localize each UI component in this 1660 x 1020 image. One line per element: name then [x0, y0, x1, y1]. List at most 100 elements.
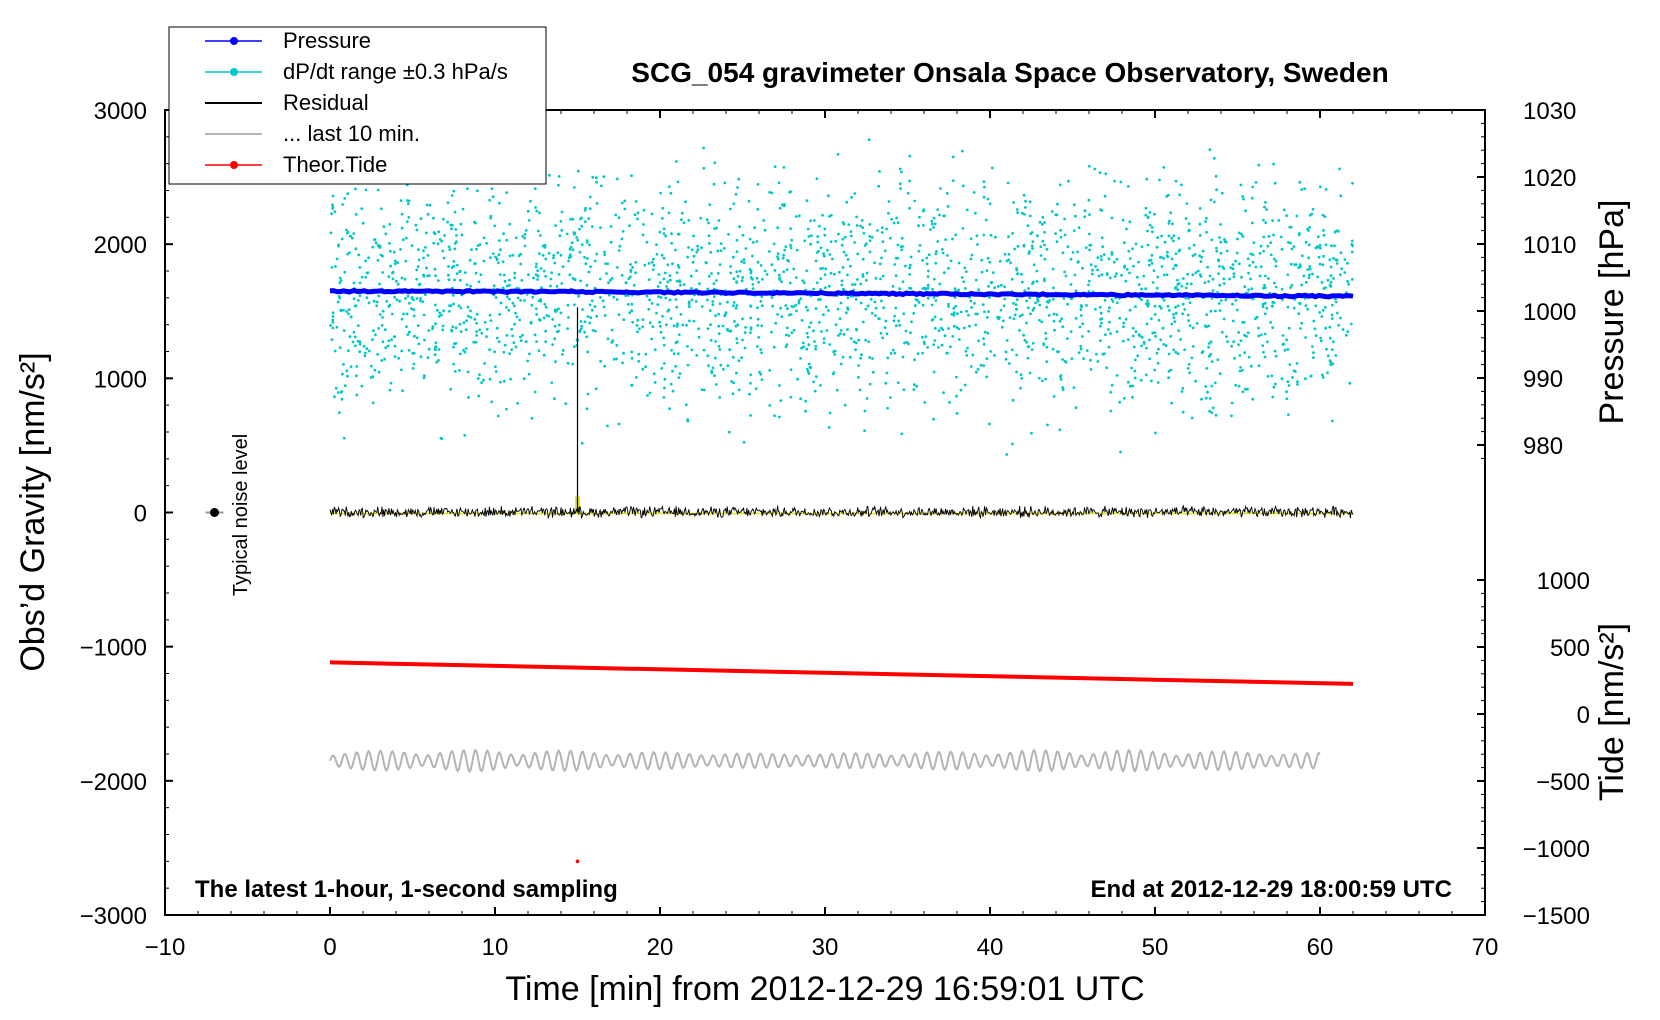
- dpdt-point: [1167, 376, 1170, 380]
- dpdt-point: [862, 231, 866, 235]
- dpdt-point: [1126, 338, 1130, 341]
- dpdt-point: [358, 266, 362, 269]
- dpdt-point: [561, 353, 564, 356]
- dpdt-point: [636, 318, 640, 322]
- dpdt-point: [550, 381, 554, 384]
- dpdt-point: [1079, 308, 1083, 312]
- dpdt-point: [656, 285, 660, 288]
- dpdt-point: [822, 252, 825, 256]
- dpdt-point: [909, 331, 912, 335]
- dpdt-point: [682, 221, 686, 225]
- dpdt-point: [603, 253, 607, 257]
- dpdt-point: [1188, 246, 1191, 250]
- dpdt-point: [1213, 200, 1216, 204]
- dpdt-point: [696, 248, 700, 252]
- dpdt-point: [744, 247, 748, 250]
- dpdt-point: [1147, 263, 1151, 267]
- dpdt-point: [731, 255, 735, 259]
- dpdt-point: [893, 351, 897, 355]
- dpdt-point: [1318, 243, 1322, 247]
- dpdt-point: [685, 323, 688, 327]
- dpdt-point: [985, 316, 989, 319]
- dpdt-point: [488, 198, 492, 202]
- dpdt-point: [519, 262, 523, 266]
- y-tick-label: −2000: [80, 769, 147, 796]
- dpdt-point: [976, 367, 980, 371]
- dpdt-point: [921, 287, 925, 290]
- dpdt-point: [452, 342, 456, 345]
- dpdt-point: [932, 216, 936, 220]
- dpdt-point: [1150, 261, 1154, 265]
- dpdt-point: [540, 286, 543, 290]
- dpdt-point: [741, 276, 745, 279]
- dpdt-point: [930, 303, 934, 307]
- dpdt-point: [727, 430, 731, 434]
- dpdt-point: [411, 367, 415, 370]
- dpdt-point: [1257, 326, 1260, 330]
- dpdt-point: [1039, 254, 1043, 257]
- dpdt-point: [1098, 171, 1102, 175]
- dpdt-point: [386, 344, 390, 348]
- dpdt-point: [1058, 183, 1062, 187]
- dpdt-point: [1058, 319, 1062, 323]
- dpdt-point: [468, 258, 472, 262]
- dpdt-point: [554, 224, 557, 228]
- dpdt-point: [425, 203, 429, 207]
- dpdt-point: [432, 231, 436, 234]
- dpdt-point: [957, 327, 961, 331]
- dpdt-point: [1003, 252, 1007, 256]
- dpdt-point: [648, 391, 652, 395]
- dpdt-point: [1218, 283, 1222, 287]
- dpdt-point: [844, 235, 847, 239]
- dpdt-point: [849, 230, 853, 234]
- dpdt-point: [848, 355, 852, 359]
- dpdt-point: [1081, 322, 1085, 326]
- dpdt-point: [1267, 277, 1270, 280]
- dpdt-point: [817, 298, 820, 302]
- dpdt-point: [612, 295, 616, 299]
- dpdt-point: [1234, 259, 1237, 263]
- dpdt-point: [417, 342, 421, 346]
- dpdt-point: [364, 259, 368, 263]
- dpdt-point: [1122, 321, 1126, 325]
- dpdt-point: [717, 344, 721, 348]
- pressure-line: [329, 287, 1354, 300]
- dpdt-point: [1091, 268, 1094, 272]
- dpdt-point: [490, 187, 494, 191]
- dpdt-point: [842, 222, 846, 226]
- dpdt-point: [688, 305, 691, 309]
- dpdt-point: [1249, 252, 1253, 256]
- dpdt-point: [1107, 328, 1110, 331]
- dpdt-point: [1052, 319, 1056, 323]
- dpdt-point: [544, 329, 547, 333]
- dpdt-point: [493, 350, 496, 354]
- dpdt-point: [822, 337, 826, 340]
- dpdt-point: [485, 327, 489, 331]
- dpdt-point: [1290, 247, 1294, 251]
- dpdt-point: [431, 325, 435, 329]
- dpdt-point: [963, 266, 967, 270]
- dpdt-point: [1212, 156, 1216, 160]
- dpdt-point: [777, 273, 781, 277]
- dpdt-point: [1133, 358, 1137, 362]
- dpdt-point: [1002, 304, 1006, 308]
- dpdt-point: [579, 327, 583, 331]
- dpdt-point: [435, 360, 439, 364]
- dpdt-point: [618, 244, 622, 248]
- dpdt-point: [1078, 325, 1082, 329]
- dpdt-point: [1191, 254, 1195, 258]
- dpdt-point: [438, 238, 442, 241]
- dpdt-point: [1229, 266, 1233, 270]
- dpdt-point: [663, 386, 666, 390]
- dpdt-point: [865, 278, 868, 282]
- dpdt-point: [1119, 450, 1122, 454]
- dpdt-point: [615, 357, 618, 361]
- dpdt-point: [606, 337, 610, 341]
- dpdt-point: [947, 302, 950, 306]
- dpdt-point: [1066, 302, 1069, 306]
- dpdt-point: [719, 249, 723, 253]
- dpdt-point: [797, 299, 801, 303]
- dpdt-point: [806, 335, 810, 339]
- dpdt-point: [963, 287, 967, 290]
